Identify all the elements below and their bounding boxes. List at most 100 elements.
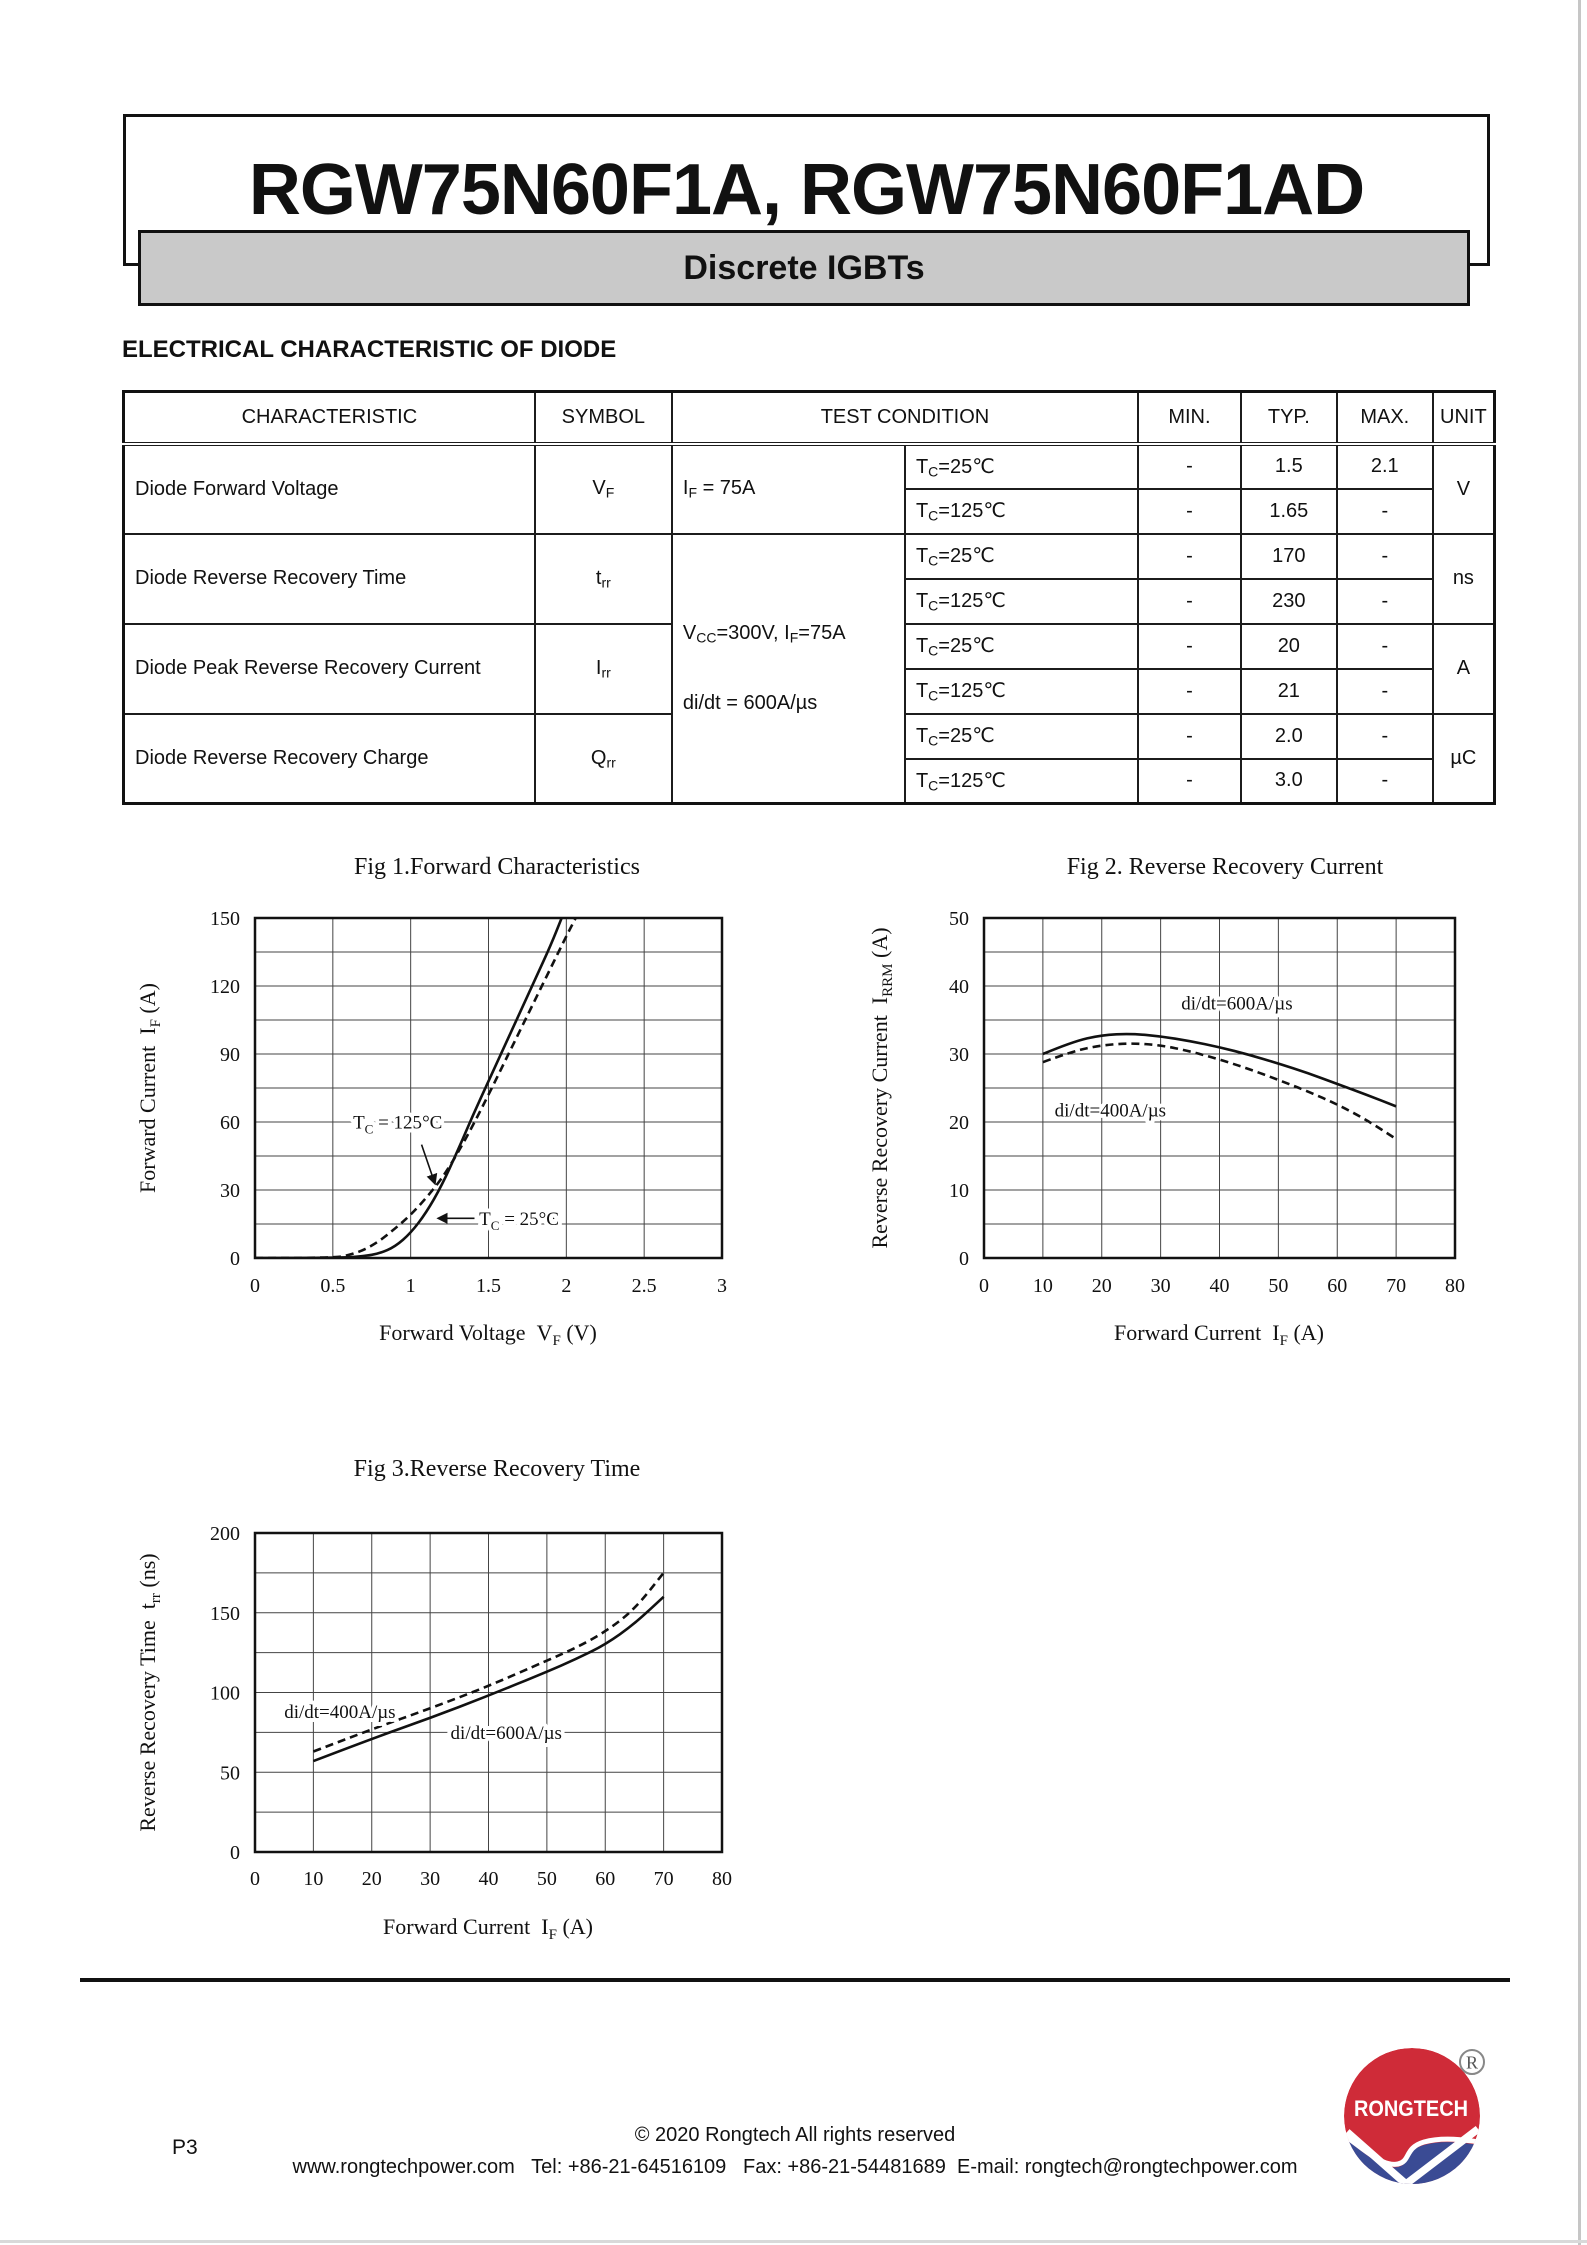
curve-label: di/dt=400A/µs <box>284 1702 395 1723</box>
table-cell: TC=125℃ <box>903 577 1140 625</box>
svg-text:50: 50 <box>537 1868 557 1890</box>
table-cell: µC <box>1431 712 1496 805</box>
table-cell: - <box>1335 712 1434 760</box>
svg-text:10: 10 <box>1033 1275 1053 1297</box>
series-di-dt-400a-s <box>1042 1042 1397 1141</box>
svg-text:30: 30 <box>420 1868 440 1890</box>
svg-text:0: 0 <box>230 1842 240 1864</box>
table-cell: Irr <box>533 622 673 715</box>
diode-characteristics-table: CHARACTERISTIC SYMBOL TEST CONDITION MIN. TY… <box>122 390 1496 805</box>
table-cell: - <box>1137 532 1242 580</box>
table-cell: Qrr <box>533 712 673 805</box>
svg-text:3: 3 <box>717 1275 727 1297</box>
curve-label: di/dt=600A/µs <box>451 1723 562 1744</box>
series-tc-125-c <box>255 918 577 1258</box>
table-cell: 2.0 <box>1239 712 1338 760</box>
table-cell: - <box>1335 577 1434 625</box>
svg-text:10: 10 <box>303 1868 323 1890</box>
grid-lines <box>255 918 722 1258</box>
svg-text:0.5: 0.5 <box>320 1275 345 1297</box>
table-cell: 1.65 <box>1239 487 1338 535</box>
x-tick-labels: 0 10 20 30 40 50 60 70 80 <box>979 1275 1465 1297</box>
table-cell: 2.1 <box>1335 442 1434 490</box>
grid-lines <box>255 1533 722 1852</box>
logo-brand-text: RONGTECH <box>1354 2096 1468 2121</box>
table-cell: 3.0 <box>1239 757 1338 805</box>
registered-mark-circle <box>1459 2049 1485 2075</box>
plot-frame <box>982 916 1457 1260</box>
svg-text:200: 200 <box>210 1523 240 1545</box>
table-cell: - <box>1137 487 1242 535</box>
table-cell: 170 <box>1239 532 1338 580</box>
table-row: TC=125℃ -3.0- <box>124 757 1495 805</box>
column-header: TEST CONDITION <box>670 390 1140 446</box>
curve-label: TC = 25°C <box>479 1209 559 1233</box>
svg-text:150: 150 <box>210 1603 240 1625</box>
fig2-plot: Fig 2. Reverse Recovery Current di/dt=600… <box>867 854 1465 1349</box>
table-cell: VCC=300V, IF=75A di/dt = 600A/µs <box>670 532 906 805</box>
x-axis-title: Forward Voltage VF (V) <box>379 1320 597 1349</box>
svg-text:2.5: 2.5 <box>632 1275 657 1297</box>
page-edge-bottom <box>0 2240 1587 2243</box>
table-cell: TC=125℃ <box>903 667 1140 715</box>
svg-text:1.5: 1.5 <box>476 1275 501 1297</box>
table-cell: TC=125℃ <box>903 757 1140 805</box>
svg-text:0: 0 <box>959 1248 969 1270</box>
curve-label: TC = 125°C <box>353 1113 442 1137</box>
table-cell: - <box>1335 487 1434 535</box>
svg-text:20: 20 <box>949 1112 969 1134</box>
svg-text:0: 0 <box>230 1248 240 1270</box>
plot-frame <box>253 1531 724 1854</box>
table-cell: TC=25℃ <box>903 532 1140 580</box>
column-header: CHARACTERISTIC <box>122 390 536 446</box>
footer-divider <box>80 1978 1510 1982</box>
y-tick-labels: 0 50 100 150 200 <box>210 1523 240 1864</box>
table-cell: - <box>1335 667 1434 715</box>
curve-label: di/dt=600A/µs <box>1181 994 1292 1015</box>
svg-text:20: 20 <box>1092 1275 1112 1297</box>
fig1-plot: Fig 1.Forward Characteristics TC = 125°C T… <box>135 854 727 1349</box>
table-cell: 1.5 <box>1239 442 1338 490</box>
svg-text:70: 70 <box>1386 1275 1406 1297</box>
table-cell: TC=125℃ <box>903 487 1140 535</box>
table-cell: Diode Peak Reverse Recovery Current <box>122 622 536 715</box>
column-header: TYP. <box>1239 390 1338 446</box>
grid-lines <box>984 918 1455 1258</box>
table-row: Diode Reverse Recovery Time trr VCC=300V, … <box>122 532 1496 805</box>
y-tick-labels: 0 30 60 90 120 150 <box>210 908 240 1270</box>
page-edge-right <box>1578 0 1581 2245</box>
figure-title: Fig 1.Forward Characteristics <box>354 854 640 880</box>
annotation-arrow <box>420 1144 438 1186</box>
footer-copyright: © 2020 Rongtech All rights reserved <box>634 2124 956 2146</box>
registered-mark-letter: R <box>1466 2053 1478 2073</box>
svg-text:60: 60 <box>595 1868 615 1890</box>
table-row: TC=125℃ -230- <box>124 577 1495 625</box>
table-cell: 20 <box>1239 622 1338 670</box>
table-row: Diode Forward Voltage VF IF = 75A TC=25℃ -1.… <box>122 442 1496 535</box>
table-cell: 21 <box>1239 667 1338 715</box>
y-axis-title: Forward Current IF (A) <box>135 983 164 1193</box>
table-cell: ns <box>1431 532 1496 625</box>
table-cell: - <box>1137 622 1242 670</box>
x-tick-labels: 0 0.5 1 1.5 2 2.5 3 <box>250 1275 727 1297</box>
figure-title: Fig 3.Reverse Recovery Time <box>354 1456 641 1482</box>
table-row: Diode Reverse Recovery Charge Qrr TC=25℃ -2… <box>122 712 1496 805</box>
svg-text:60: 60 <box>1327 1275 1347 1297</box>
figure-title: Fig 2. Reverse Recovery Current <box>1067 854 1384 880</box>
table-cell: TC=25℃ <box>903 442 1140 490</box>
plot-frame <box>253 916 724 1260</box>
svg-text:0: 0 <box>250 1868 260 1890</box>
fig3-plot: Fig 3.Reverse Recovery Time di/dt=400A/µs… <box>135 1456 732 1943</box>
table-cell: Diode Forward Voltage <box>122 442 536 535</box>
table-cell: TC=25℃ <box>903 622 1140 670</box>
svg-text:150: 150 <box>210 908 240 930</box>
column-header: SYMBOL <box>533 390 673 446</box>
series-di-dt-600a-s <box>1042 1032 1397 1108</box>
svg-text:50: 50 <box>1268 1275 1288 1297</box>
svg-text:50: 50 <box>220 1762 240 1784</box>
section-heading: ELECTRICAL CHARACTERISTIC OF DIODE <box>122 336 617 363</box>
svg-text:30: 30 <box>949 1044 969 1066</box>
table-cell: - <box>1137 757 1242 805</box>
svg-text:30: 30 <box>220 1180 240 1202</box>
